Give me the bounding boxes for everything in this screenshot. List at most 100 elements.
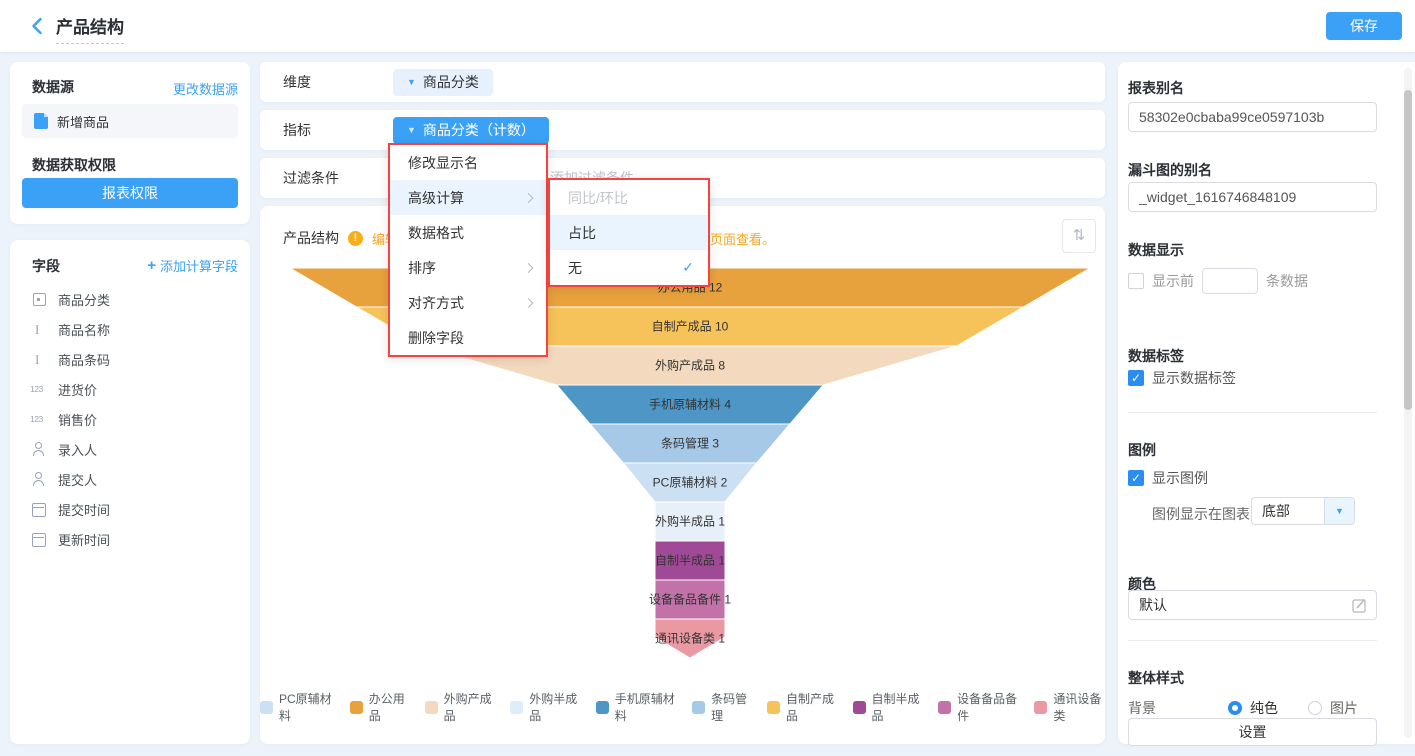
legend-label: 通讯设备类 — [1053, 692, 1102, 723]
submenu-item-label: 占比 — [568, 224, 596, 241]
legend-swatch — [938, 700, 952, 714]
legend-item[interactable]: PC原辅材料 — [260, 690, 335, 724]
caret-down-icon: ▼ — [407, 77, 416, 87]
scrollbar-thumb[interactable] — [1404, 90, 1412, 410]
add-calc-field-label: 添加计算字段 — [159, 259, 238, 274]
funnel-data-label: 手机原辅材料 4 — [649, 398, 731, 412]
chevron-right-icon — [523, 297, 534, 308]
background-label: 背景 — [1128, 700, 1156, 716]
color-select[interactable]: 默认 — [1128, 590, 1377, 620]
field-label: 进货价 — [58, 382, 98, 398]
menu-item[interactable]: 高级计算 — [390, 180, 546, 215]
submenu-item[interactable]: 同比/环比 — [550, 180, 708, 215]
change-datasource-link[interactable]: 更改数据源 — [172, 82, 238, 97]
funnel-data-label: PC原辅材料 2 — [653, 476, 728, 490]
report-alias-label: 报表别名 — [1128, 80, 1184, 96]
funnel-segment[interactable] — [654, 618, 726, 659]
legend-label: 设备备品备件 — [957, 692, 1018, 723]
metric-field-tag[interactable]: ▼ 商品分类（计数） — [393, 116, 549, 144]
field-item[interactable]: 提交人 — [22, 464, 242, 494]
data-label-section: 数据标签 — [1128, 348, 1184, 364]
menu-item[interactable]: 删除字段 — [390, 320, 546, 355]
menu-item[interactable]: 数据格式 — [390, 215, 546, 250]
funnel-data-label: 通讯设备类 1 — [655, 632, 725, 646]
field-item[interactable]: 商品名称 — [22, 314, 242, 344]
sort-icon[interactable]: ⇅ — [1062, 219, 1096, 253]
legend-item[interactable]: 办公用品 — [349, 690, 410, 724]
funnel-data-label: 外购产成品 8 — [655, 358, 725, 373]
color-section-label: 颜色 — [1128, 576, 1156, 592]
legend-item[interactable]: 手机原辅材料 — [595, 690, 677, 724]
legend-item[interactable]: 设备备品备件 — [938, 690, 1019, 724]
legend-item[interactable]: 自制半成品 — [852, 690, 924, 724]
legend-swatch — [510, 700, 524, 714]
datasource-item[interactable]: 新增商品 — [22, 104, 238, 138]
report-permission-button[interactable]: 报表权限 — [22, 178, 238, 208]
page-title: 产品结构 — [56, 13, 124, 44]
field-item[interactable]: 销售价 — [22, 404, 242, 434]
bg-image-radio[interactable] — [1308, 701, 1322, 715]
add-calc-field-link[interactable]: + 添加计算字段 — [147, 256, 238, 275]
funnel-data-label: 自制产成品 10 — [652, 320, 729, 334]
menu-item[interactable]: 对齐方式 — [390, 285, 546, 320]
legend-label: 外购产成品 — [443, 692, 492, 723]
show-legend-text: 显示图例 — [1152, 470, 1208, 486]
menu-item[interactable]: 修改显示名 — [390, 145, 546, 180]
field-item[interactable]: 录入人 — [22, 434, 242, 464]
widget-alias-input[interactable] — [1128, 182, 1377, 212]
field-item[interactable]: 更新时间 — [22, 524, 242, 554]
submenu-item[interactable]: 无 ✓ — [550, 250, 708, 285]
field-item[interactable]: 商品分类 — [22, 284, 242, 314]
show-legend-checkbox[interactable]: ✓ — [1128, 470, 1144, 486]
calendar-icon — [30, 502, 48, 517]
top-bar: 产品结构 保存 — [0, 0, 1415, 52]
divider — [1128, 640, 1377, 641]
color-value: 默认 — [1139, 597, 1167, 613]
show-first-checkbox[interactable] — [1128, 273, 1144, 289]
field-item[interactable]: 提交时间 — [22, 494, 242, 524]
bg-solid-radio[interactable] — [1228, 701, 1242, 715]
metric-label: 指标 — [283, 122, 311, 138]
field-item[interactable]: 进货价 — [22, 374, 242, 404]
legend-label: 自制产成品 — [785, 692, 834, 723]
legend-position-label: 图例显示在图表 — [1152, 506, 1250, 522]
legend-swatch — [424, 700, 438, 714]
legend-swatch — [349, 700, 363, 714]
legend-position-select[interactable]: 底部 ▼ — [1251, 497, 1355, 525]
metric-row: 指标 ▼ 商品分类（计数） — [260, 110, 1105, 150]
field-label: 商品条码 — [58, 352, 111, 368]
dimension-field-tag[interactable]: ▼ 商品分类 — [393, 68, 493, 96]
caret-down-icon: ▼ — [1324, 498, 1354, 524]
bg-solid-label: 纯色 — [1250, 700, 1278, 716]
select-icon — [30, 292, 48, 306]
field-item[interactable]: 商品条码 — [22, 344, 242, 374]
settings-button[interactable]: 设置 — [1128, 718, 1377, 746]
back-icon[interactable] — [26, 14, 50, 38]
show-first-row: 显示前 条数据 — [1128, 268, 1308, 294]
funnel-data-label: 自制半成品 1 — [655, 554, 725, 568]
legend-item[interactable]: 外购半成品 — [510, 690, 581, 724]
person-icon — [30, 442, 48, 456]
legend-label: 办公用品 — [368, 692, 405, 723]
edit-icon[interactable] — [1352, 591, 1376, 619]
submenu-item[interactable]: 占比 — [550, 215, 708, 250]
report-alias-input[interactable] — [1128, 102, 1377, 132]
rows-count-input[interactable] — [1202, 268, 1258, 294]
show-data-label-checkbox[interactable]: ✓ — [1128, 370, 1144, 386]
advanced-calc-submenu: 同比/环比 占比 无 ✓ — [548, 178, 710, 287]
plus-icon: + — [147, 257, 156, 274]
rows-suffix-label: 条数据 — [1266, 273, 1308, 289]
legend-item[interactable]: 外购产成品 — [424, 690, 496, 724]
show-data-label-row: ✓ 显示数据标签 — [1128, 368, 1236, 388]
legend-item[interactable]: 条码管理 — [692, 690, 752, 724]
legend-item[interactable]: 自制产成品 — [766, 690, 838, 724]
data-permission-title: 数据获取权限 — [32, 157, 116, 173]
legend-label: 自制半成品 — [871, 692, 920, 723]
show-data-label-text: 显示数据标签 — [1152, 370, 1236, 386]
chevron-right-icon — [523, 192, 534, 203]
legend-item[interactable]: 通讯设备类 — [1034, 690, 1105, 724]
settings-panel: 报表别名 漏斗图的别名 数据显示 显示前 条数据 数据标签 ✓ 显示数据标签 图… — [1118, 62, 1415, 746]
menu-item[interactable]: 排序 — [390, 250, 546, 285]
save-button[interactable]: 保存 — [1326, 12, 1402, 40]
